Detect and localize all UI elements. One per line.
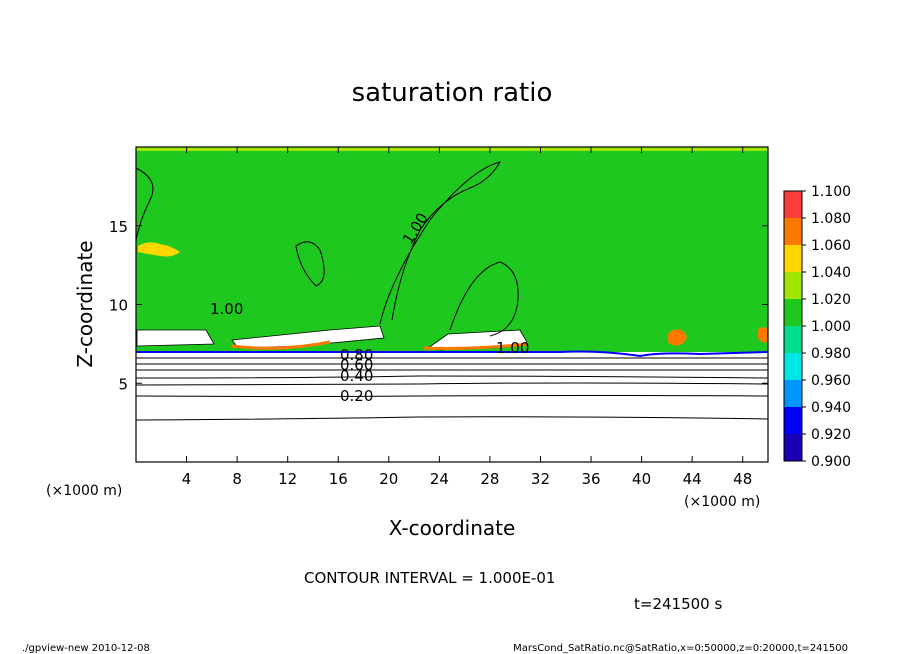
- chart-title: saturation ratio: [352, 78, 553, 108]
- x-tick-label: 32: [531, 470, 550, 488]
- y-axis-title: Z-coordinate: [73, 240, 97, 367]
- colorbar-label: 1.000: [811, 319, 851, 335]
- footer-left: ./gpview-new 2010-12-08: [22, 643, 150, 654]
- contour-label: 0.80: [340, 346, 373, 364]
- colorbar-label: 0.980: [811, 346, 851, 362]
- x-axis-ticks: 4 8 12 16 20 24 28 32 36 40 44 48: [182, 147, 752, 488]
- colorbar-label: 0.900: [811, 454, 851, 470]
- footer-right: MarsCond_SatRatio.nc@SatRatio,x=0:50000,…: [513, 643, 848, 654]
- contour-label: 1.00: [210, 300, 243, 318]
- saturated-region: [136, 147, 768, 352]
- colorbar-swatch: [784, 299, 802, 326]
- colorbar-swatch: [784, 245, 802, 272]
- x-tick-label: 28: [480, 470, 499, 488]
- cloud-edge-orange-2: [423, 342, 529, 350]
- time-label: t=241500 s: [634, 595, 722, 613]
- x-axis-title: X-coordinate: [389, 516, 516, 540]
- contour-label: 1.00: [496, 339, 529, 357]
- y-tick-label: 10: [109, 297, 128, 315]
- x-tick-label: 4: [182, 470, 192, 488]
- colorbar-swatch: [784, 434, 802, 461]
- contour-label: 0.60: [340, 356, 373, 374]
- colorbar-label: 1.060: [811, 238, 851, 254]
- x-tick-label: 16: [329, 470, 348, 488]
- y-tick-label: 15: [109, 218, 128, 236]
- colorbar-label: 1.080: [811, 211, 851, 227]
- colorbar-label: 1.040: [811, 265, 851, 281]
- colorbar-label: 0.960: [811, 373, 851, 389]
- x-tick-label: 44: [683, 470, 702, 488]
- colorbar-swatch: [784, 353, 802, 380]
- x-tick-label: 20: [379, 470, 398, 488]
- cloud-edge-orange-1: [231, 340, 331, 350]
- blue-boundary-line: [136, 350, 769, 358]
- colorbar-label: 0.920: [811, 427, 851, 443]
- supersaturated-patch-right-2: [758, 327, 768, 343]
- x-unit-left: (×1000 m): [46, 483, 122, 499]
- colorbar-label: 1.100: [811, 184, 851, 200]
- colorbar-swatch: [784, 380, 802, 407]
- x-unit-right: (×1000 m): [684, 494, 760, 510]
- colorbar-swatch: [784, 326, 802, 353]
- x-tick-label: 36: [581, 470, 600, 488]
- contour-label: 0.20: [340, 387, 373, 405]
- y-axis-ticks: 5 10 15: [109, 218, 768, 393]
- x-tick-label: 24: [430, 470, 449, 488]
- contour-lines: [135, 161, 769, 421]
- x-tick-label: 8: [232, 470, 242, 488]
- y-tick-label: 5: [118, 375, 128, 393]
- x-tick-label: 48: [733, 470, 752, 488]
- x-tick-label: 40: [632, 470, 651, 488]
- supersaturated-patch-left: [138, 242, 180, 257]
- contour-interval: CONTOUR INTERVAL = 1.000E-01: [304, 569, 555, 587]
- colorbar-label: 1.020: [811, 292, 851, 308]
- colorbar-label: 0.940: [811, 400, 851, 416]
- colorbar-swatch: [784, 407, 802, 434]
- supersaturated-top-band: [136, 147, 768, 151]
- colorbar: 0.900 0.920 0.940 0.960 0.980 1.000 1.020 1.040…: [783, 184, 851, 470]
- x-tick-label: 12: [278, 470, 297, 488]
- colorbar-swatch: [784, 272, 802, 299]
- supersaturated-patch-right: [668, 329, 687, 346]
- subsaturated-region: [136, 352, 768, 462]
- cloud-white-1: [136, 329, 215, 347]
- contour-label: 0.40: [340, 367, 373, 385]
- colorbar-swatch: [784, 191, 802, 218]
- plot-area: 1.00 1.00 1.00 0.80 0.60 0.40 0.20: [135, 146, 769, 463]
- colorbar-swatch: [784, 218, 802, 245]
